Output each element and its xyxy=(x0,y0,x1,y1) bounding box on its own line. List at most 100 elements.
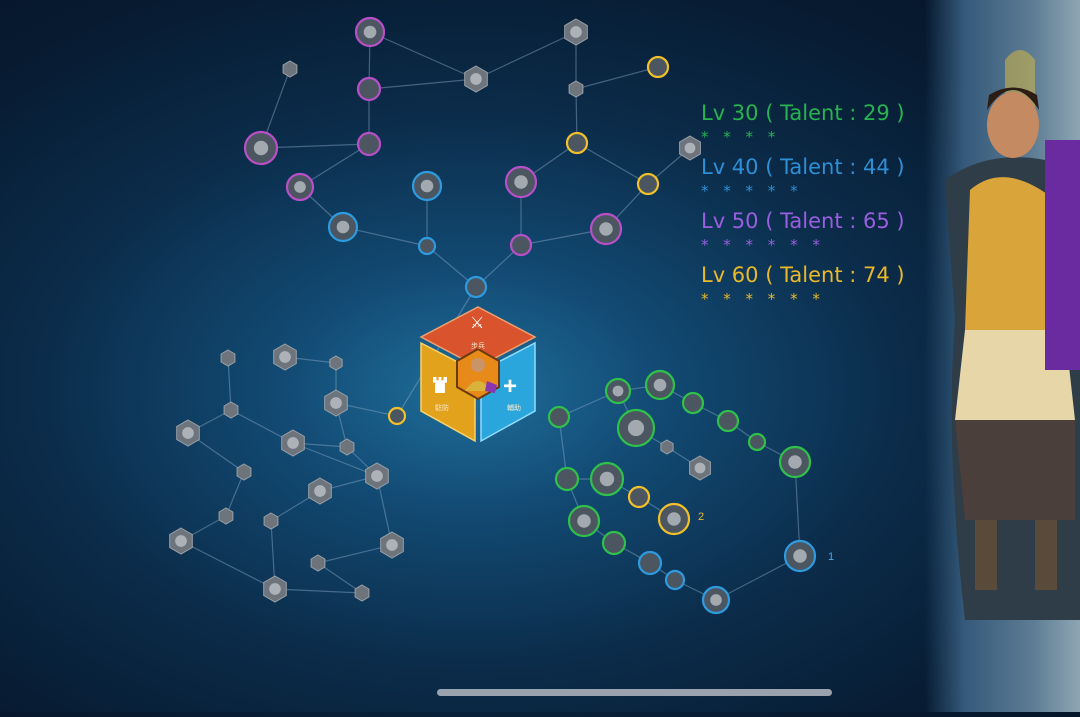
talent-node-gray[interactable] xyxy=(308,477,332,505)
talent-node-gray[interactable] xyxy=(220,349,236,367)
talent-node-gray[interactable] xyxy=(660,439,674,455)
talent-node-blue[interactable] xyxy=(701,585,731,615)
talent-node-gray[interactable] xyxy=(281,429,305,457)
talent-node-purple[interactable] xyxy=(589,212,623,246)
talent-icon xyxy=(182,427,194,439)
talent-node-yellow[interactable] xyxy=(636,172,660,196)
home-indicator[interactable] xyxy=(437,689,832,696)
talent-hub[interactable]: ⚔ 步兵 駐防 + 輔助 xyxy=(415,305,541,443)
talent-node-gray[interactable] xyxy=(354,584,370,602)
talent-link xyxy=(369,31,477,80)
talent-node-gray[interactable] xyxy=(339,438,355,456)
talent-node-purple[interactable] xyxy=(285,172,315,202)
legend-lv30: Lv 30 ( Talent : 29 ) xyxy=(701,101,905,125)
talent-node-gray[interactable] xyxy=(564,18,588,46)
talent-node-gray[interactable] xyxy=(218,507,234,525)
talent-node-green[interactable] xyxy=(616,408,656,448)
talent-icon xyxy=(667,512,681,526)
talent-node-yellow[interactable] xyxy=(565,131,589,155)
talent-icon xyxy=(279,351,291,363)
talent-icon xyxy=(336,220,350,234)
talent-icon xyxy=(420,179,434,193)
talent-node-yellow[interactable] xyxy=(627,485,651,509)
talent-node-green[interactable] xyxy=(604,377,632,405)
talent-node-blue[interactable] xyxy=(417,236,437,256)
talent-icon xyxy=(612,385,624,397)
talent-node-gray[interactable] xyxy=(380,531,404,559)
talent-node-gray[interactable] xyxy=(310,554,326,572)
talent-node-green[interactable] xyxy=(554,466,580,492)
talent-node-blue[interactable] xyxy=(327,211,359,243)
talent-icon xyxy=(627,419,645,437)
talent-icon xyxy=(684,142,696,154)
talent-node-yellow[interactable] xyxy=(646,55,670,79)
garrison-label: 駐防 xyxy=(435,405,449,412)
talent-icon xyxy=(371,470,383,482)
talent-node-green[interactable] xyxy=(644,369,676,401)
talent-node-gray[interactable] xyxy=(689,455,711,481)
talent-node-blue[interactable] xyxy=(664,569,686,591)
talent-node-gray[interactable] xyxy=(679,135,701,161)
legend-lv50: Lv 50 ( Talent : 65 ) xyxy=(701,209,905,233)
talent-node-green[interactable] xyxy=(589,461,625,497)
talent-icon xyxy=(314,485,326,497)
talent-link xyxy=(225,471,245,517)
commander-portrait-large xyxy=(925,0,1080,712)
talent-node-gray[interactable] xyxy=(273,343,297,371)
talent-node-blue[interactable] xyxy=(637,550,663,576)
support-label: 輔助 xyxy=(507,405,521,412)
talent-node-green[interactable] xyxy=(601,530,627,556)
talent-node-green[interactable] xyxy=(567,504,601,538)
talent-link xyxy=(575,66,659,90)
talent-node-purple[interactable] xyxy=(509,233,533,257)
talent-node-blue[interactable] xyxy=(411,170,443,202)
talent-node-purple[interactable] xyxy=(356,76,382,102)
talent-link xyxy=(317,562,363,594)
talent-icon xyxy=(577,514,591,528)
talent-link xyxy=(274,588,363,594)
talent-node-gray[interactable] xyxy=(464,65,488,93)
talent-icon xyxy=(330,397,342,409)
talent-node-green[interactable] xyxy=(747,432,767,452)
talent-node-gray[interactable] xyxy=(176,419,200,447)
legend-lv50-stars: * * * * * * xyxy=(701,236,825,254)
talent-icon xyxy=(175,535,187,547)
sword-icon: ⚔ xyxy=(470,315,485,332)
talent-link xyxy=(292,442,378,477)
talent-node-gray[interactable] xyxy=(568,80,584,98)
talent-icon xyxy=(470,73,482,85)
talent-node-gray[interactable] xyxy=(329,355,343,371)
talent-icon xyxy=(793,549,807,563)
talent-node-gray[interactable] xyxy=(365,462,389,490)
talent-link xyxy=(475,31,577,80)
legend-lv60: Lv 60 ( Talent : 74 ) xyxy=(701,263,905,287)
talent-node-blue[interactable] xyxy=(783,539,817,573)
talent-node-green[interactable] xyxy=(716,409,740,433)
level-legend: Lv 30 ( Talent : 29 ) * * * * Lv 40 ( Ta… xyxy=(701,100,905,316)
talent-icon xyxy=(514,175,528,189)
plus-icon: + xyxy=(503,373,518,400)
legend-lv60-stars: * * * * * * xyxy=(701,290,825,308)
talent-node-blue[interactable] xyxy=(464,275,488,299)
talent-node-gray[interactable] xyxy=(324,389,348,417)
talent-node-purple[interactable] xyxy=(243,130,279,166)
talent-node-green[interactable] xyxy=(681,391,705,415)
talent-node-gray[interactable] xyxy=(263,512,279,530)
talent-node-yellow[interactable] xyxy=(387,406,407,426)
node-marker-2: 2 xyxy=(698,511,705,523)
talent-node-gray[interactable] xyxy=(282,60,298,78)
talent-node-green[interactable] xyxy=(778,445,812,479)
talent-node-purple[interactable] xyxy=(354,16,386,48)
talent-node-gray[interactable] xyxy=(236,463,252,481)
talent-node-gray[interactable] xyxy=(263,575,287,603)
talent-node-yellow[interactable] xyxy=(657,502,691,536)
talent-link xyxy=(260,143,370,149)
talent-node-gray[interactable] xyxy=(223,401,239,419)
talent-node-purple[interactable] xyxy=(356,131,382,157)
talent-node-purple[interactable] xyxy=(504,165,538,199)
talent-node-green[interactable] xyxy=(547,405,571,429)
talent-node-gray[interactable] xyxy=(169,527,193,555)
talent-link xyxy=(317,544,393,564)
talent-icon xyxy=(269,583,281,595)
talent-icon xyxy=(599,471,615,487)
